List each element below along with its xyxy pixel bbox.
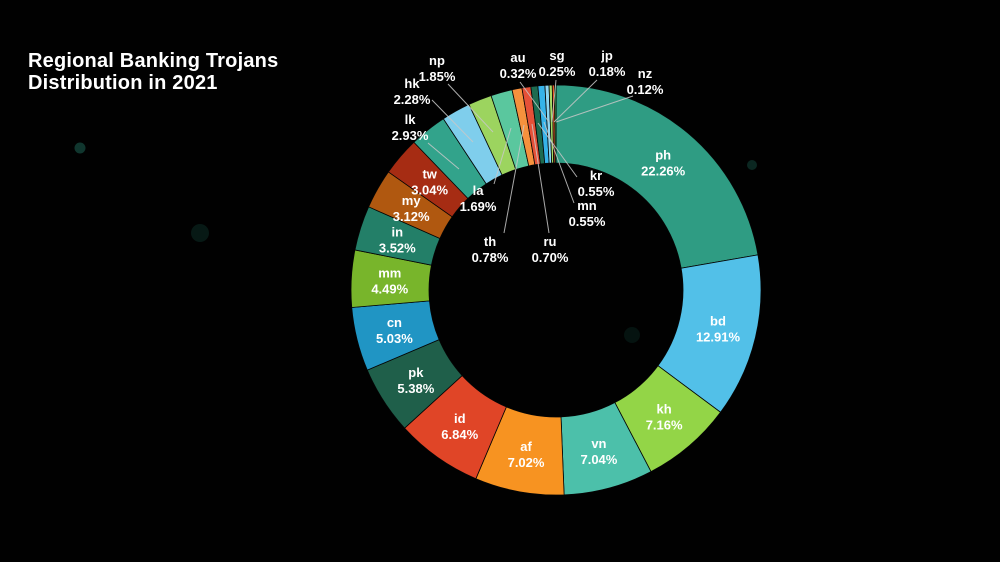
segment-label-th: th 0.78%: [472, 234, 509, 265]
leader-line-jp: [553, 79, 598, 123]
segment-label-ph: ph 22.26%: [641, 148, 686, 179]
segment-label-la: la 1.69%: [460, 183, 497, 214]
segment-label-cn: cn 5.03%: [376, 315, 413, 346]
segment-label-nz: nz 0.12%: [627, 66, 664, 97]
segment-label-af: af 7.02%: [508, 439, 545, 470]
leader-line-np: [447, 83, 494, 133]
segment-label-np: np 1.85%: [419, 53, 456, 84]
segment-label-jp: jp 0.18%: [589, 48, 626, 79]
chart-title: Regional Banking Trojans Distribution in…: [28, 50, 278, 94]
leader-line-mn: [543, 121, 575, 204]
segment-label-ru: ru 0.70%: [532, 234, 569, 265]
segment-label-bd: bd 12.91%: [696, 314, 741, 345]
leader-line-hk: [431, 99, 474, 143]
segment-label-sg: sg 0.25%: [539, 48, 576, 79]
leader-line-la: [493, 127, 512, 185]
segment-label-tw: tw 3.04%: [411, 167, 448, 198]
segment-label-mn: mn 0.55%: [569, 198, 606, 229]
glow-dot: [624, 327, 640, 343]
segment-label-mm: mm 4.49%: [371, 266, 408, 297]
glow-dot: [747, 160, 757, 170]
segment-label-my: my 3.12%: [393, 193, 430, 224]
segment-label-pk: pk 5.38%: [397, 365, 434, 396]
segment-label-vn: vn 7.04%: [580, 436, 617, 467]
glow-dot: [74, 142, 86, 154]
glow-dot: [191, 224, 209, 242]
segment-label-hk: hk 2.28%: [394, 76, 431, 107]
segment-label-au: au 0.32%: [500, 50, 537, 81]
segment-label-lk: lk 2.93%: [392, 112, 429, 143]
leader-line-lk: [427, 142, 460, 170]
leader-line-th: [503, 124, 525, 234]
leader-line-ru: [531, 123, 550, 234]
leader-line-kr: [537, 122, 578, 178]
segment-label-id: id 6.84%: [441, 411, 478, 442]
leader-line-nz: [555, 95, 634, 123]
segment-label-in: in 3.52%: [379, 225, 416, 256]
chart-title-line2: Distribution in 2021: [28, 72, 218, 94]
segment-ph: [555, 84, 759, 269]
segment-label-kh: kh 7.16%: [646, 402, 683, 433]
leader-line-sg: [551, 79, 557, 123]
segment-label-kr: kr 0.55%: [578, 168, 615, 199]
chart-title-line1: Regional Banking Trojans: [28, 50, 279, 72]
leader-line-au: [519, 81, 550, 123]
